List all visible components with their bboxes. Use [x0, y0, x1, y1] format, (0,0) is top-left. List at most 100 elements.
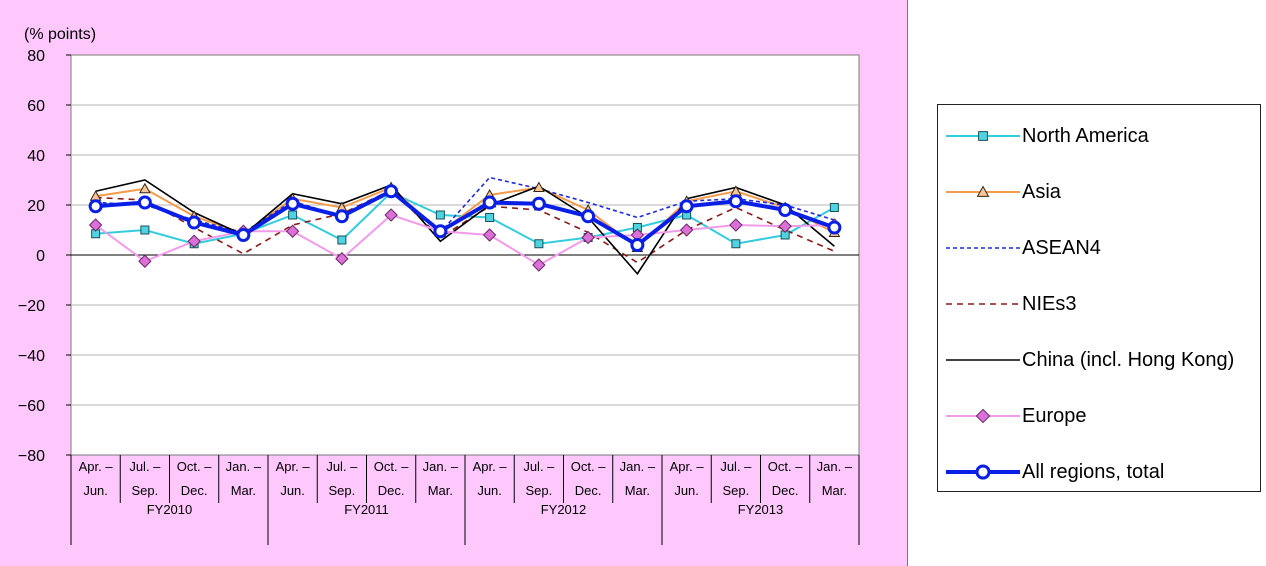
- fiscal-year-label: FY2012: [541, 502, 587, 517]
- series-lines: [95, 176, 836, 276]
- circle-marker: [137, 195, 152, 210]
- fiscal-year-label: FY2010: [147, 502, 193, 517]
- x-tick-label: Jan. –: [226, 459, 262, 474]
- x-tick-label: Sep.: [132, 483, 159, 498]
- x-tick-label: Jan. –: [620, 459, 656, 474]
- diamond-marker: [335, 252, 349, 266]
- x-tick-label: Mar.: [822, 483, 847, 498]
- legend-swatch: [946, 131, 1020, 141]
- diamond-marker: [581, 230, 595, 245]
- diamond-marker: [532, 258, 546, 272]
- y-tick-label: 20: [27, 198, 45, 215]
- x-tick-label: Sep.: [526, 483, 553, 498]
- x-tick-label: Jun.: [83, 483, 108, 498]
- triangle-marker: [139, 182, 151, 194]
- x-tick-label: Mar.: [231, 483, 256, 498]
- legend-item: All regions, total: [938, 457, 1260, 487]
- fiscal-year-label: FY2013: [738, 502, 784, 517]
- x-tick-label: Jul. –: [129, 459, 161, 474]
- x-tick-label: Jun.: [280, 483, 305, 498]
- diamond-marker: [482, 228, 497, 242]
- legend: North America Asia ASEAN4 NIEs3 China (incl.…: [937, 104, 1261, 492]
- square-marker: [485, 213, 495, 222]
- chart-panel: 80 60 40 20 0 −20 −40 −60 −80 Apr. – Jun. Jul. – Sep…: [0, 0, 908, 566]
- legend-swatch: [946, 185, 1020, 197]
- legend-label: Europe: [1022, 405, 1087, 427]
- diamond-marker: [138, 254, 152, 268]
- x-tick-label: Dec.: [575, 483, 602, 498]
- square-marker: [731, 239, 741, 249]
- series-line-china-incl-hong-kong: [95, 179, 835, 276]
- diamond-marker: [679, 223, 694, 237]
- legend-item: Asia: [938, 177, 1260, 207]
- x-tick-label: Apr. –: [473, 459, 508, 474]
- x-tick-label: Jan. –: [423, 459, 459, 474]
- axes: [66, 54, 860, 545]
- x-tick-label: Jul. –: [326, 459, 358, 474]
- legend-label: China (incl. Hong Kong): [1022, 349, 1235, 371]
- diamond-marker: [285, 224, 300, 238]
- x-tick-label: Mar.: [428, 483, 453, 498]
- y-axis-unit-label: (% points): [24, 26, 96, 43]
- legend-swatch: [946, 247, 1020, 249]
- series-line-europe: [95, 213, 835, 267]
- x-tick-label: Oct. –: [374, 459, 409, 474]
- x-tick-label: Jul. –: [720, 459, 752, 474]
- x-tick-label: Oct. –: [768, 459, 803, 474]
- circle-marker: [827, 220, 842, 235]
- diamond-marker: [778, 219, 792, 233]
- square-marker: [435, 210, 445, 220]
- circle-marker: [728, 194, 743, 209]
- legend-item: NIEs3: [938, 289, 1260, 319]
- x-tick-label: Jan. –: [817, 459, 853, 474]
- x-tick-label: Jul. –: [523, 459, 555, 474]
- y-tick-label: −20: [18, 298, 45, 315]
- circle-marker: [384, 184, 399, 199]
- circle-marker: [88, 199, 103, 214]
- legend-label: NIEs3: [1022, 293, 1077, 315]
- circle-marker: [482, 195, 497, 210]
- axis-labels: 80 60 40 20 0 −20 −40 −60 −80 Apr. – Jun. Jul. – Sep…: [18, 48, 853, 517]
- y-tick-label: 40: [27, 148, 45, 165]
- x-tick-label: Dec.: [772, 483, 799, 498]
- diamond-marker: [729, 218, 743, 232]
- circle-marker: [679, 199, 694, 214]
- circle-marker: [778, 203, 793, 217]
- square-marker: [829, 203, 839, 212]
- y-tick-label: −40: [18, 348, 45, 365]
- legend-label: North America: [1022, 125, 1149, 147]
- series-markers: [88, 181, 842, 272]
- x-tick-label: Sep.: [329, 483, 356, 498]
- y-tick-label: 80: [27, 48, 45, 65]
- circle-marker: [285, 196, 300, 211]
- line-chart: 80 60 40 20 0 −20 −40 −60 −80 Apr. – Jun. Jul. – Sep…: [18, 26, 860, 545]
- legend-item: Europe: [938, 401, 1260, 431]
- square-marker: [140, 225, 150, 235]
- x-tick-label: Apr. –: [276, 459, 311, 474]
- legend-swatch: [946, 359, 1020, 361]
- legend-swatch: [946, 464, 1020, 480]
- square-marker: [288, 210, 298, 220]
- x-tick-label: Jun.: [674, 483, 699, 498]
- x-tick-label: Dec.: [378, 483, 405, 498]
- circle-marker: [581, 209, 596, 224]
- diamond-marker: [187, 234, 201, 248]
- square-marker: [978, 131, 988, 141]
- legend-swatch: [946, 303, 1020, 305]
- gridlines: [71, 104, 859, 406]
- legend-item: China (incl. Hong Kong): [938, 345, 1260, 375]
- square-marker: [534, 239, 544, 249]
- circle-marker: [630, 238, 645, 252]
- circle-marker: [531, 196, 546, 211]
- x-tick-label: Jun.: [477, 483, 502, 498]
- x-tick-label: Oct. –: [571, 459, 606, 474]
- x-tick-label: Sep.: [723, 483, 750, 498]
- legend-item: North America: [938, 121, 1260, 151]
- series-line-all-regions-total: [95, 188, 836, 248]
- triangle-marker: [976, 185, 990, 197]
- fiscal-year-label: FY2011: [344, 502, 389, 517]
- legend-label: Asia: [1022, 181, 1061, 203]
- series-line-asean4: [95, 176, 835, 234]
- legend-swatch: [946, 408, 1020, 424]
- y-tick-label: −80: [18, 448, 45, 465]
